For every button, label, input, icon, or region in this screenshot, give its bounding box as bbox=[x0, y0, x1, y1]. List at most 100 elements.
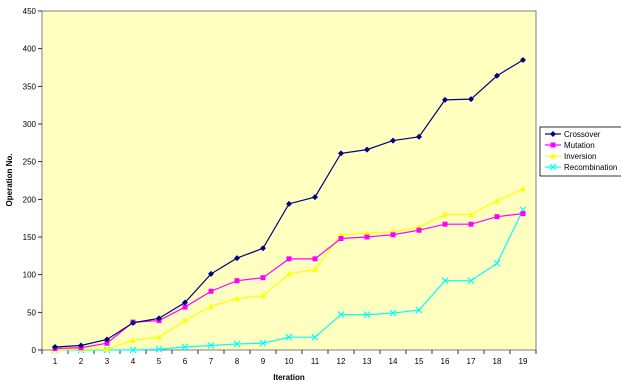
data-point bbox=[311, 333, 319, 341]
y-tick-label: 150 bbox=[23, 233, 37, 242]
data-point bbox=[520, 56, 526, 63]
data-point bbox=[415, 306, 423, 314]
x-axis: 1 2 3 4 5 6 7 8 9 10 11 12 13 14 15 16 17 18 19 bbox=[41, 350, 537, 366]
y-axis: 0 50 100 150 200 250 300 350 400 450 bbox=[23, 7, 42, 355]
series-group bbox=[51, 56, 527, 354]
data-point bbox=[104, 340, 110, 346]
x-tick-label: 14 bbox=[389, 357, 398, 366]
data-point bbox=[494, 197, 500, 204]
legend-label: Mutation bbox=[564, 141, 595, 150]
y-tick-label: 450 bbox=[23, 7, 37, 16]
data-point bbox=[208, 270, 214, 277]
data-point bbox=[441, 277, 449, 285]
data-point bbox=[155, 345, 163, 353]
data-point bbox=[363, 311, 371, 319]
y-tick-label: 50 bbox=[27, 308, 36, 317]
data-point bbox=[260, 275, 266, 281]
legend-label: Recombination bbox=[564, 163, 617, 172]
data-point bbox=[52, 343, 58, 350]
data-point bbox=[442, 96, 448, 103]
data-point bbox=[389, 309, 397, 317]
legend-item-recombination: Recombination bbox=[545, 163, 617, 172]
data-point bbox=[156, 315, 162, 322]
legend-label: Inversion bbox=[564, 152, 596, 161]
data-point bbox=[156, 334, 162, 340]
legend-marker bbox=[550, 142, 556, 148]
data-point bbox=[468, 211, 474, 217]
x-tick-label: 3 bbox=[105, 357, 110, 366]
data-point bbox=[260, 292, 266, 299]
legend-marker bbox=[550, 153, 556, 159]
legend-marker bbox=[550, 131, 556, 137]
legend-item-inversion: Inversion bbox=[545, 152, 596, 161]
x-tick-label: 7 bbox=[209, 357, 214, 366]
data-point bbox=[390, 137, 396, 144]
y-tick-label: 300 bbox=[23, 120, 37, 129]
data-point bbox=[468, 221, 474, 227]
x-tick-label: 4 bbox=[131, 357, 136, 366]
data-point bbox=[364, 230, 370, 236]
y-axis-title: Operation No. bbox=[5, 154, 14, 207]
data-point bbox=[182, 299, 188, 306]
data-point bbox=[442, 211, 448, 217]
legend-marker bbox=[549, 163, 557, 171]
data-point bbox=[130, 337, 136, 343]
x-tick-label: 17 bbox=[467, 357, 476, 366]
y-tick-label: 200 bbox=[23, 195, 37, 204]
plot-area bbox=[41, 10, 537, 351]
x-axis-title: Iteration bbox=[273, 373, 305, 382]
data-point bbox=[520, 211, 526, 217]
data-point bbox=[104, 346, 110, 352]
series-crossover bbox=[52, 56, 526, 350]
data-point bbox=[129, 346, 137, 354]
data-point bbox=[182, 304, 188, 310]
data-point bbox=[520, 185, 526, 192]
y-tick-label: 400 bbox=[23, 45, 37, 54]
data-point bbox=[208, 288, 214, 294]
x-tick-label: 13 bbox=[363, 357, 372, 366]
x-tick-label: 19 bbox=[519, 357, 528, 366]
data-point bbox=[494, 72, 500, 79]
x-tick-label: 8 bbox=[235, 357, 240, 366]
data-point bbox=[259, 339, 267, 347]
data-point bbox=[312, 266, 318, 272]
data-point bbox=[285, 333, 293, 341]
data-point bbox=[338, 150, 344, 157]
x-tick-label: 18 bbox=[493, 357, 502, 366]
data-point bbox=[234, 295, 240, 302]
data-point bbox=[312, 256, 318, 262]
data-point bbox=[207, 342, 215, 349]
data-point bbox=[182, 317, 188, 324]
data-point bbox=[233, 340, 241, 348]
legend-label: Crossover bbox=[564, 130, 601, 139]
data-point bbox=[338, 231, 344, 238]
data-point bbox=[390, 232, 396, 238]
y-tick-label: 250 bbox=[23, 158, 37, 167]
y-tick-label: 0 bbox=[32, 346, 37, 355]
data-point bbox=[364, 234, 370, 240]
data-point bbox=[130, 319, 136, 326]
data-point bbox=[208, 303, 214, 309]
x-tick-label: 2 bbox=[79, 357, 84, 366]
data-point bbox=[181, 343, 189, 351]
series-recombination bbox=[51, 206, 527, 354]
x-tick-label: 12 bbox=[337, 357, 346, 366]
data-point bbox=[78, 342, 84, 349]
legend: Crossover Mutation Inversion Recombination bbox=[539, 126, 621, 177]
y-tick-label: 350 bbox=[23, 82, 37, 91]
data-point bbox=[364, 146, 370, 153]
data-point bbox=[312, 194, 318, 201]
data-point bbox=[416, 133, 422, 140]
data-point bbox=[337, 311, 345, 319]
x-tick-label: 10 bbox=[285, 357, 294, 366]
legend-item-mutation: Mutation bbox=[545, 141, 595, 150]
data-point bbox=[260, 245, 266, 252]
data-point bbox=[468, 96, 474, 103]
x-tick-label: 16 bbox=[441, 357, 450, 366]
x-tick-label: 15 bbox=[415, 357, 424, 366]
x-tick-label: 9 bbox=[261, 357, 266, 366]
data-point bbox=[416, 227, 422, 233]
x-tick-label: 11 bbox=[311, 357, 320, 366]
data-point bbox=[286, 270, 292, 277]
